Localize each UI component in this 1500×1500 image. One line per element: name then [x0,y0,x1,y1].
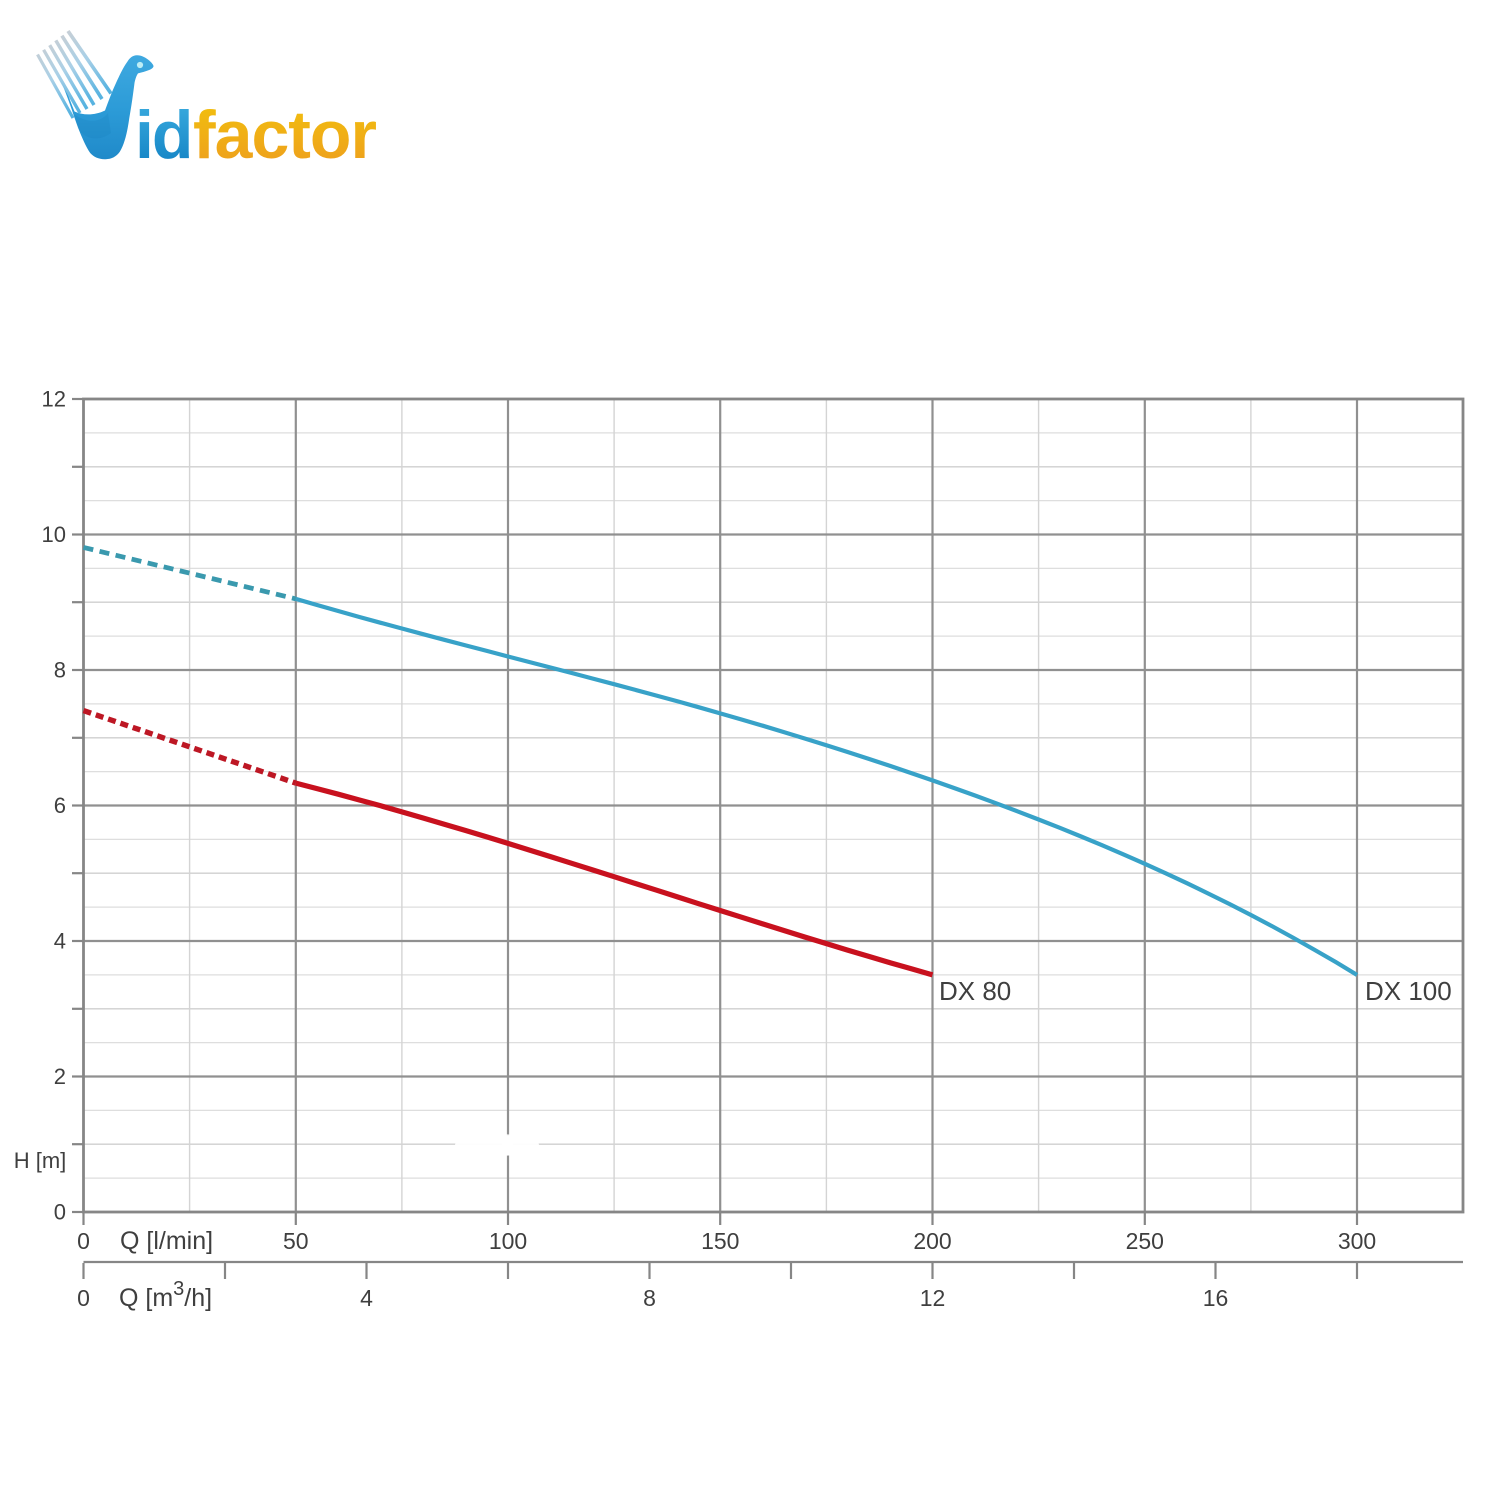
svg-text:H [m]: H [m] [14,1148,67,1173]
svg-text:0: 0 [77,1285,90,1311]
svg-text:factor: factor [193,97,376,173]
svg-text:2: 2 [54,1064,66,1089]
svg-text:12: 12 [42,387,66,412]
svg-text:100: 100 [489,1228,527,1254]
svg-text:DX 100: DX 100 [1365,976,1452,1006]
svg-text:6: 6 [54,793,66,818]
svg-text:DX 80: DX 80 [939,976,1011,1006]
svg-text:10: 10 [42,522,66,547]
svg-text:Q [m3/h]: Q [m3/h] [119,1278,212,1312]
svg-text:0: 0 [77,1228,90,1254]
svg-text:Q [l/min]: Q [l/min] [120,1227,213,1255]
svg-text:12: 12 [920,1285,946,1311]
svg-text:300: 300 [1338,1228,1376,1254]
svg-text:4: 4 [360,1285,373,1311]
svg-text:250: 250 [1126,1228,1164,1254]
svg-text:200: 200 [913,1228,951,1254]
svg-text:id: id [135,97,191,173]
svg-text:150: 150 [701,1228,739,1254]
svg-text:8: 8 [643,1285,656,1311]
svg-text:50: 50 [283,1228,309,1254]
svg-text:16: 16 [1203,1285,1229,1311]
svg-text:4: 4 [54,929,66,954]
svg-text:0: 0 [54,1200,66,1225]
svg-text:8: 8 [54,658,66,683]
